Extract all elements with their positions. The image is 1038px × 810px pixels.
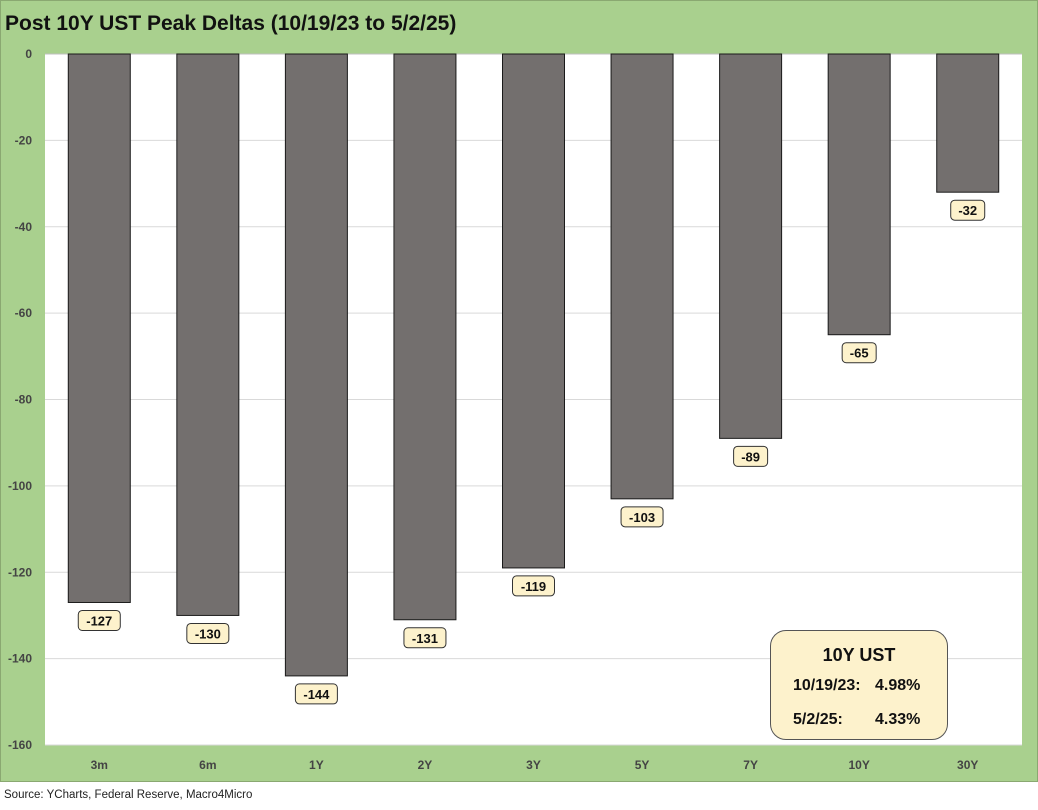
x-tick-label: 6m: [199, 758, 216, 772]
svg-text:-127: -127: [86, 613, 112, 628]
bar-1y: [284, 53, 348, 677]
y-tick-label: -40: [15, 220, 33, 234]
x-axis-ticks: 3m 6m 1Y 2Y 3Y 5Y 7Y 10Y 30Y: [91, 758, 979, 772]
y-tick-label: -120: [8, 565, 32, 579]
svg-text:-131: -131: [412, 631, 438, 646]
chart-plot: 0 -20 -40 -60 -80 -100 -120 -140 -160 3m 6m 1Y 2Y 3Y…: [8, 47, 1022, 772]
annotation-title: 10Y UST: [822, 645, 896, 665]
data-label-2y: -131: [403, 627, 447, 649]
svg-text:-89: -89: [741, 449, 760, 464]
bar-6m: [176, 53, 240, 616]
svg-text:-144: -144: [303, 687, 330, 702]
x-tick-label: 5Y: [635, 758, 650, 772]
data-label-6m: -130: [186, 622, 230, 644]
bar-2y: [393, 53, 457, 621]
x-tick-label: 30Y: [957, 758, 978, 772]
data-label-10y: -65: [841, 342, 877, 364]
data-label-5y: -103: [620, 506, 664, 528]
annotation-row: 10/19/23: 4.98%: [793, 677, 920, 695]
data-label-7y: -89: [733, 445, 769, 467]
y-tick-label: -140: [8, 652, 32, 666]
svg-text:-32: -32: [958, 203, 977, 218]
annotation-row: 5/2/25: 4.33%: [793, 711, 920, 729]
bars: [67, 53, 1000, 677]
svg-text:-119: -119: [521, 579, 546, 594]
data-label-3m: -127: [77, 609, 121, 631]
y-tick-label: -80: [15, 393, 33, 407]
bar-30y: [936, 53, 1000, 193]
y-tick-label: -100: [8, 479, 32, 493]
bar-5y: [610, 53, 674, 500]
svg-text:-103: -103: [629, 510, 655, 525]
ust-annotation-box: 10Y UST 10/19/23: 4.98% 5/2/25: 4.33%: [770, 630, 948, 740]
x-tick-label: 10Y: [848, 758, 869, 772]
y-axis-ticks: 0 -20 -40 -60 -80 -100 -120 -140 -160: [8, 47, 32, 752]
data-label-1y: -144: [294, 683, 338, 705]
source-note: Source: YCharts, Federal Reserve, Macro4…: [4, 789, 253, 801]
data-label-3y: -119: [512, 575, 555, 597]
y-tick-label: -160: [8, 738, 32, 752]
x-tick-label: 7Y: [743, 758, 758, 772]
x-tick-label: 1Y: [309, 758, 324, 772]
svg-text:-65: -65: [850, 346, 869, 361]
annotation-value: 4.98%: [875, 677, 921, 694]
x-tick-label: 2Y: [418, 758, 433, 772]
bar-3y: [502, 53, 565, 569]
annotation-date: 10/19/23:: [793, 677, 861, 694]
x-tick-label: 3Y: [526, 758, 541, 772]
bar-10y: [827, 53, 891, 336]
y-tick-label: 0: [25, 47, 32, 61]
chart-title: Post 10Y UST Peak Deltas (10/19/23 to 5/…: [5, 12, 457, 35]
svg-text:-130: -130: [195, 626, 221, 641]
annotation-value: 4.33%: [875, 711, 921, 728]
data-label-30y: -32: [950, 199, 986, 221]
bar-3m: [67, 53, 131, 603]
data-labels: -127 -130 -144 -131 -119 -103 -89 -65 -32: [77, 199, 986, 705]
x-tick-label: 3m: [91, 758, 108, 772]
bar-7y: [719, 53, 783, 439]
annotation-date: 5/2/25:: [793, 711, 843, 728]
y-tick-label: -60: [15, 306, 33, 320]
y-tick-label: -20: [15, 133, 33, 147]
